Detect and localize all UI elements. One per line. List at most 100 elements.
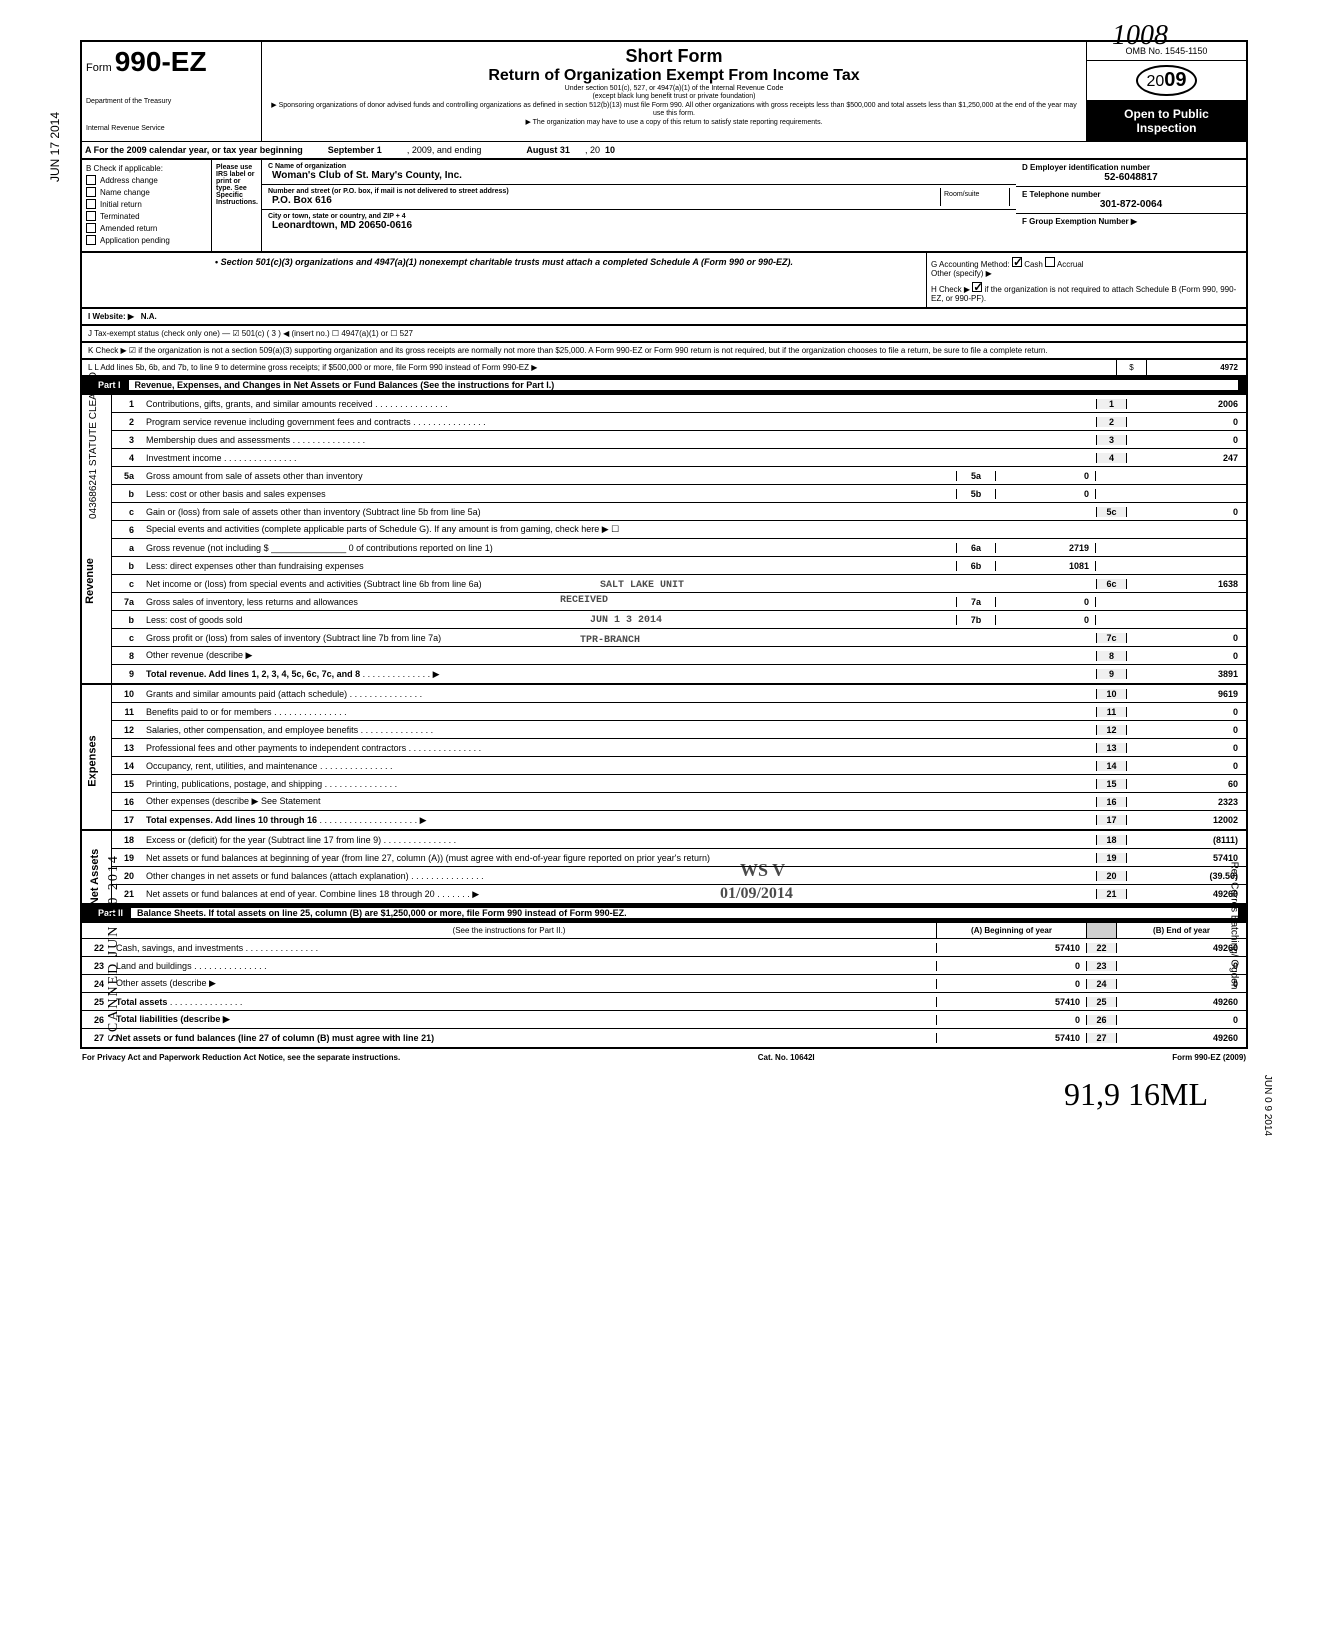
note-1: ▶ Sponsoring organizations of donor advi… — [266, 102, 1082, 119]
row-k: K Check ▶ ☑ if the organization is not a… — [80, 343, 1248, 360]
ein-value: 52-6048817 — [1022, 172, 1240, 183]
col-c: C Name of organization Woman's Club of S… — [262, 160, 1016, 251]
bl27-a: 57410 — [936, 1033, 1086, 1043]
cash-checkbox[interactable] — [1012, 257, 1022, 267]
line5a-subval: 0 — [996, 471, 1096, 481]
form-number: Form 990-EZ — [86, 46, 257, 78]
bl25-b: 49260 — [1116, 997, 1246, 1007]
cb-name-label: Name change — [100, 188, 150, 197]
part1-header: Part I Revenue, Expenses, and Changes in… — [80, 377, 1248, 395]
line11-desc: Benefits paid to or for members — [142, 705, 1096, 719]
checkbox-app[interactable] — [86, 235, 96, 245]
line7c-val: 0 — [1126, 633, 1246, 643]
accrual-checkbox[interactable] — [1045, 257, 1055, 267]
other-label: Other (specify) ▶ — [931, 269, 1242, 278]
bl26-desc: Total liabilities (describe ▶ — [116, 1014, 230, 1024]
line21-desc: Net assets or fund balances at end of ye… — [146, 889, 435, 899]
line2-desc: Program service revenue including govern… — [142, 415, 1096, 429]
cash-label: Cash — [1024, 260, 1043, 269]
line3-desc: Membership dues and assessments — [142, 433, 1096, 447]
line5b-subval: 0 — [996, 489, 1096, 499]
bl23-b: 0 — [1116, 961, 1246, 971]
line1-val: 2006 — [1126, 399, 1246, 409]
stamp-date: JUN 1 3 2014 — [590, 615, 662, 626]
line5c-val: 0 — [1126, 507, 1246, 517]
row-a-mid: , 2009, and ending — [407, 145, 482, 155]
footer-mid: Cat. No. 10642I — [758, 1053, 815, 1062]
line13-desc: Professional fees and other payments to … — [142, 741, 1096, 755]
line10-desc: Grants and similar amounts paid (attach … — [142, 687, 1096, 701]
row-a: A For the 2009 calendar year, or tax yea… — [80, 141, 1248, 160]
row-l-text: L Add lines 5b, 6b, and 7b, to line 9 to… — [94, 363, 537, 372]
website-value: N.A. — [141, 312, 157, 321]
right-margin-2: JUN 0 9 2014 — [1262, 1075, 1273, 1136]
stamp-ws: WS V — [740, 860, 785, 881]
netassets-section: Net Assets 18Excess or (deficit) for the… — [80, 831, 1248, 905]
line8-desc: Other revenue (describe ▶ — [142, 648, 1096, 663]
header-center: Short Form Return of Organization Exempt… — [262, 42, 1086, 141]
row-a-yr: 10 — [605, 145, 615, 155]
cb-app-label: Application pending — [100, 236, 170, 245]
line15-desc: Printing, publications, postage, and shi… — [142, 777, 1096, 791]
line6b-subval: 1081 — [996, 561, 1096, 571]
handwritten-bottom: 91,9 16ML — [80, 1076, 1248, 1113]
bl22-a: 57410 — [936, 943, 1086, 953]
part2-col-a: (A) Beginning of year — [936, 923, 1086, 938]
cb-term-label: Terminated — [100, 212, 140, 221]
line6-desc: Special events and activities (complete … — [142, 522, 1096, 537]
row-l-value: 4972 — [1146, 360, 1246, 375]
org-name: Woman's Club of St. Mary's County, Inc. — [268, 170, 1010, 181]
line12-val: 0 — [1126, 725, 1246, 735]
line12-desc: Salaries, other compensation, and employ… — [142, 723, 1096, 737]
netassets-side-label: Net Assets — [82, 831, 112, 903]
line9-desc: Total revenue. Add lines 1, 2, 3, 4, 5c,… — [146, 669, 360, 679]
expenses-side-label: Expenses — [82, 685, 112, 829]
revenue-side-label: Revenue — [82, 395, 112, 683]
line11-val: 0 — [1126, 707, 1246, 717]
page-footer: For Privacy Act and Paperwork Reduction … — [80, 1049, 1248, 1066]
checkbox-name[interactable] — [86, 187, 96, 197]
subtitle-1: Under section 501(c), 527, or 4947(a)(1)… — [266, 85, 1082, 93]
section-note-right: G Accounting Method: Cash Accrual Other … — [926, 253, 1246, 307]
cb-addr-label: Address change — [100, 176, 158, 185]
main-info: B Check if applicable: Address change Na… — [80, 160, 1248, 253]
checkbox-addr[interactable] — [86, 175, 96, 185]
line18-desc: Excess or (deficit) for the year (Subtra… — [142, 833, 1096, 847]
bl25-desc: Total assets — [116, 997, 167, 1007]
form-header: Form 990-EZ Department of the Treasury I… — [80, 40, 1248, 141]
bl22-desc: Cash, savings, and investments — [112, 941, 936, 955]
org-addr: P.O. Box 616 — [268, 195, 940, 206]
checkbox-amend[interactable] — [86, 223, 96, 233]
dept-treasury: Department of the Treasury — [86, 98, 257, 105]
bl22-b: 49260 — [1116, 943, 1246, 953]
org-city: Leonardtown, MD 20650-0616 — [268, 220, 1010, 231]
line9-val: 3891 — [1126, 669, 1246, 679]
footer-right: Form 990-EZ (2009) — [1172, 1053, 1246, 1062]
line3-val: 0 — [1126, 435, 1246, 445]
col-right: D Employer identification number 52-6048… — [1016, 160, 1246, 251]
side-date: JUN 17 2014 — [48, 112, 62, 182]
line5a-sub: 5a — [956, 471, 996, 481]
line6b-sub: 6b — [956, 561, 996, 571]
line16-desc: Other expenses (describe ▶ See Statement — [142, 794, 1096, 809]
line7a-sub: 7a — [956, 597, 996, 607]
checkbox-initial[interactable] — [86, 199, 96, 209]
line17-desc: Total expenses. Add lines 10 through 16 — [146, 815, 317, 825]
line5a-desc: Gross amount from sale of assets other t… — [142, 469, 956, 483]
line6a-sub: 6a — [956, 543, 996, 553]
return-title: Return of Organization Exempt From Incom… — [266, 67, 1082, 85]
header-left: Form 990-EZ Department of the Treasury I… — [82, 42, 262, 141]
handwritten-top: 1008 — [1112, 20, 1168, 52]
row-l: L L Add lines 5b, 6b, and 7b, to line 9 … — [80, 360, 1248, 377]
h-checkbox[interactable] — [972, 282, 982, 292]
part2-instr: (See the instructions for Part II.) — [82, 923, 936, 938]
section-note: • Section 501(c)(3) organizations and 49… — [80, 253, 1248, 309]
line7b-desc: Less: cost of goods sold — [142, 613, 956, 627]
h-label: H Check ▶ — [931, 285, 970, 294]
addr-label: Number and street (or P.O. box, if mail … — [268, 188, 940, 195]
line1-desc: Contributions, gifts, grants, and simila… — [142, 397, 1096, 411]
checkbox-term[interactable] — [86, 211, 96, 221]
row-l-dollar: $ — [1116, 360, 1146, 375]
bl26-a: 0 — [936, 1015, 1086, 1025]
line10-val: 9619 — [1126, 689, 1246, 699]
